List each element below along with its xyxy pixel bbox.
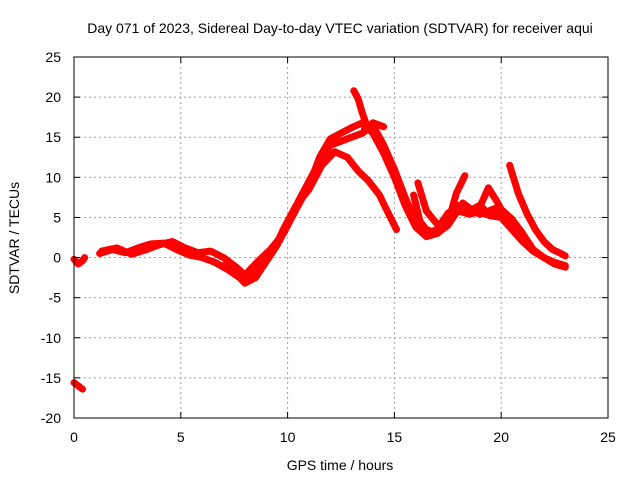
data-series xyxy=(70,87,569,393)
x-tick-label: 10 xyxy=(280,429,296,445)
chart-title: Day 071 of 2023, Sidereal Day-to-day VTE… xyxy=(87,20,593,36)
axis-ticks: 0 5 10 15 20 25 -20 -15 -10 -5 0 5 10 15 20 25 xyxy=(41,49,616,445)
y-tick-label: -10 xyxy=(41,330,61,346)
y-axis-label: SDTVAR / TECUs xyxy=(6,182,22,294)
grid-lines xyxy=(74,57,608,418)
y-tick-label: -5 xyxy=(49,290,62,306)
y-tick-label: -20 xyxy=(41,410,61,426)
series-track-12 xyxy=(450,199,527,239)
series-track-11 xyxy=(506,161,569,260)
x-tick-label: 0 xyxy=(70,429,78,445)
series-track-9 xyxy=(414,172,469,233)
y-tick-label: 10 xyxy=(45,169,61,185)
y-tick-label: 15 xyxy=(45,129,61,145)
y-tick-label: 0 xyxy=(53,250,61,266)
y-tick-label: 20 xyxy=(45,89,61,105)
series-track-1 xyxy=(70,254,89,268)
y-tick-label: -15 xyxy=(41,370,61,386)
plot-frame xyxy=(73,56,609,419)
x-tick-label: 25 xyxy=(600,429,616,445)
y-tick-label: 5 xyxy=(53,209,61,225)
x-tick-label: 15 xyxy=(387,429,403,445)
x-axis-label: GPS time / hours xyxy=(287,457,394,473)
series-track-2 xyxy=(70,379,86,393)
x-tick-label: 20 xyxy=(493,429,509,445)
series-track-7 xyxy=(361,119,388,133)
x-tick-label: 5 xyxy=(177,429,185,445)
y-tick-label: 25 xyxy=(45,49,61,65)
